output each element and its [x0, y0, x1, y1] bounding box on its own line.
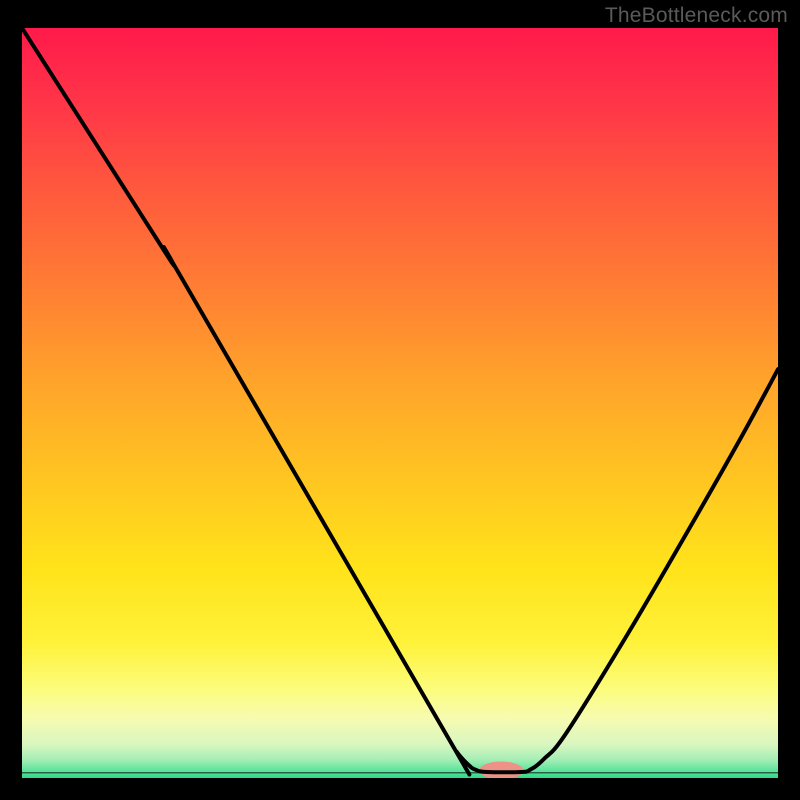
watermark-text: TheBottleneck.com — [605, 4, 788, 28]
chart-svg — [22, 28, 778, 778]
plot-area — [22, 28, 778, 778]
gradient-rect — [22, 28, 778, 778]
chart-frame: TheBottleneck.com — [0, 0, 800, 800]
